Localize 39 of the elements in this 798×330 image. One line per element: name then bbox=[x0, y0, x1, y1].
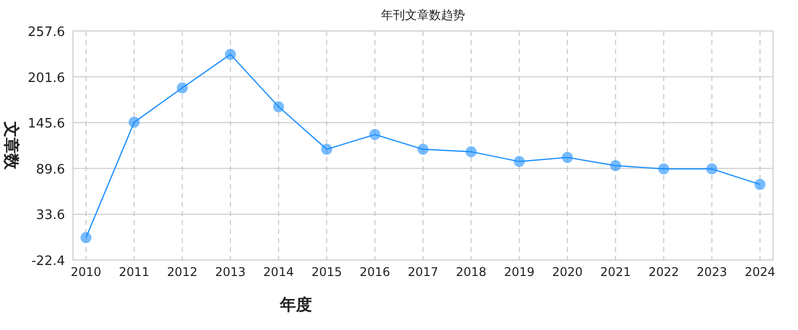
point bbox=[706, 163, 718, 174]
y-tick-label: 89.6 bbox=[36, 162, 65, 178]
point bbox=[514, 156, 525, 168]
point bbox=[754, 178, 766, 190]
point bbox=[610, 160, 622, 172]
point bbox=[418, 144, 428, 155]
x-tick-label: 2019 bbox=[504, 265, 535, 279]
x-tick-label: 2013 bbox=[215, 265, 246, 279]
point bbox=[224, 48, 236, 60]
x-axis-title: 年度 bbox=[279, 295, 312, 314]
x-tick-label: 2023 bbox=[696, 265, 728, 279]
x-tick-label: 2017 bbox=[408, 265, 438, 279]
point bbox=[128, 116, 140, 128]
x-tick-label: 2015 bbox=[311, 265, 342, 279]
x-tick-label: 2011 bbox=[118, 265, 150, 279]
x-tick-label: 2012 bbox=[167, 265, 198, 279]
point bbox=[176, 82, 188, 94]
y-tick-label: 33.6 bbox=[36, 208, 65, 224]
x-tick-label: 2010 bbox=[70, 265, 102, 279]
x-tick-label: 2016 bbox=[360, 265, 390, 279]
x-tick-label: 2024 bbox=[744, 265, 776, 279]
y-axis-title: 文章数 bbox=[2, 120, 21, 170]
point bbox=[321, 144, 332, 155]
x-tick-label: 2014 bbox=[263, 265, 294, 279]
x-tick-label: 2020 bbox=[552, 265, 583, 279]
y-tick-label: 145.6 bbox=[28, 116, 65, 132]
point bbox=[273, 101, 284, 112]
x-tick-label: 2021 bbox=[600, 265, 631, 279]
point bbox=[466, 146, 477, 158]
x-tick-label: 2022 bbox=[648, 265, 679, 279]
point bbox=[562, 152, 573, 163]
point bbox=[658, 163, 670, 174]
point bbox=[80, 232, 92, 244]
x-tick-label: 2018 bbox=[456, 265, 486, 279]
y-tick-label: 257.6 bbox=[28, 25, 65, 40]
y-tick-label: 201.6 bbox=[28, 70, 65, 86]
point bbox=[369, 129, 380, 140]
y-tick-label: -22.4 bbox=[31, 254, 65, 269]
chart-title: 年刊文章数趋势 bbox=[381, 8, 465, 22]
